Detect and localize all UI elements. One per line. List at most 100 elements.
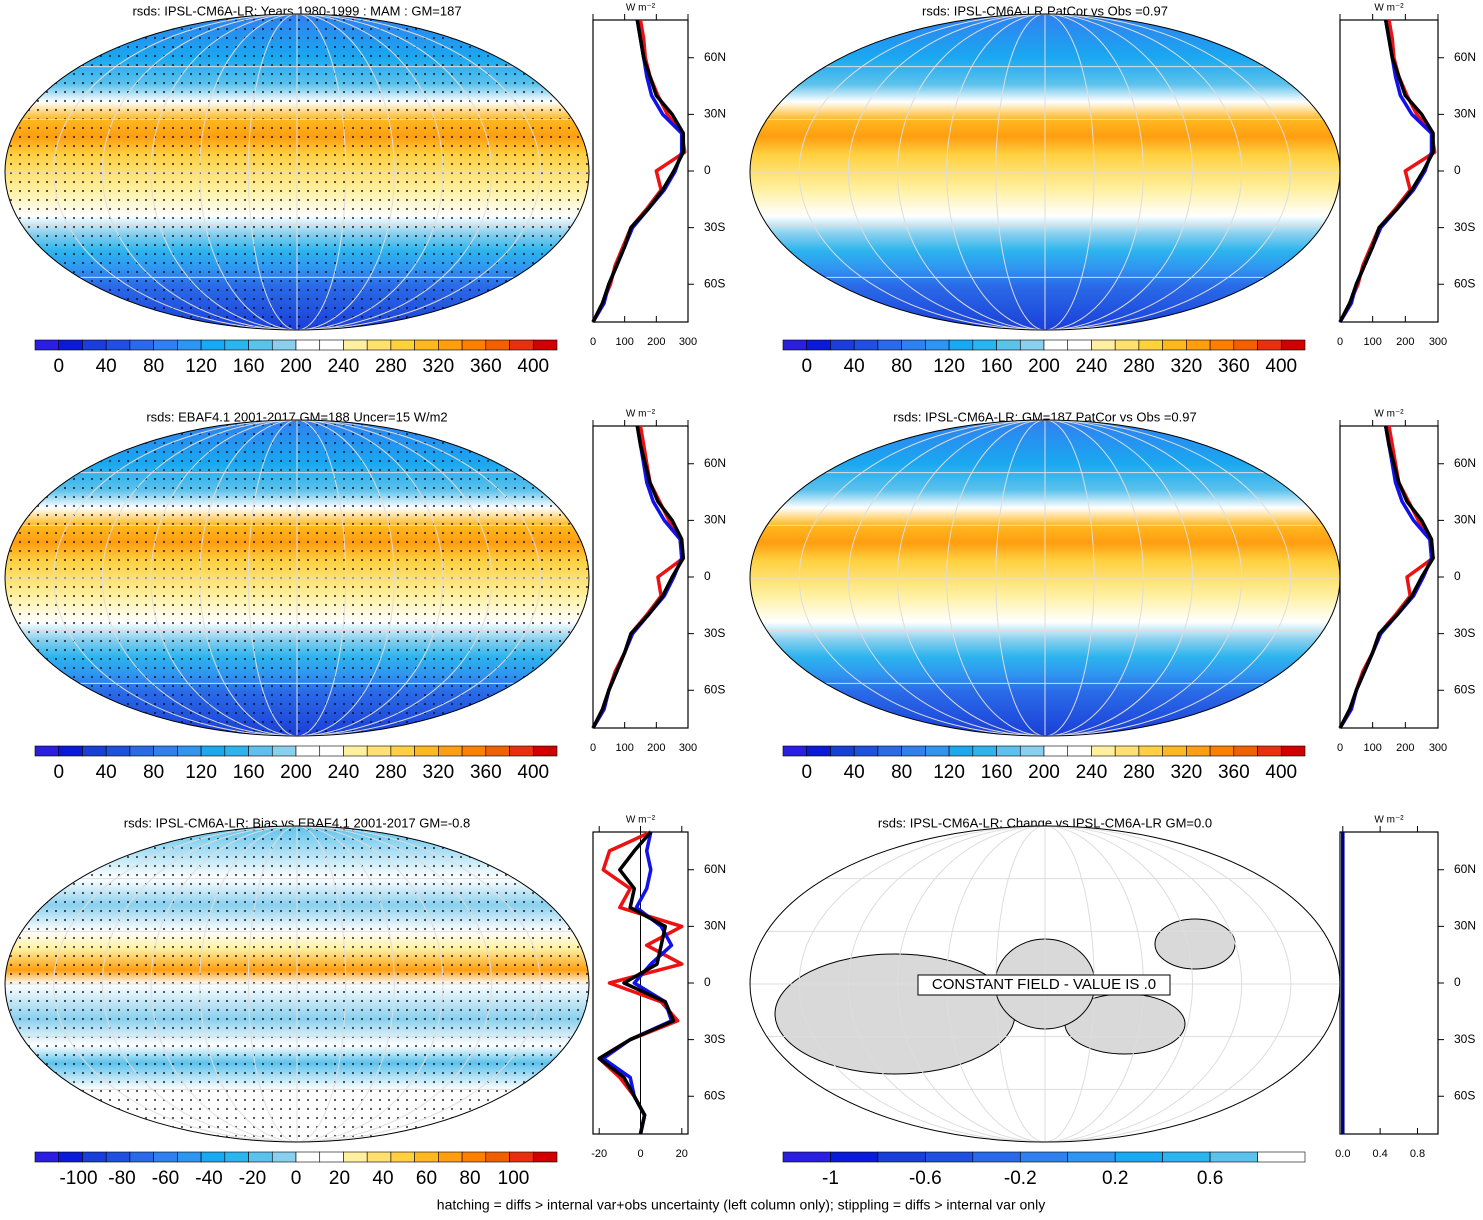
colorbar-box: [972, 745, 997, 757]
profile-line: [591, 19, 686, 323]
colorbar-box: [830, 339, 855, 351]
y-tick-label: 30S: [704, 1032, 725, 1046]
x-tick-label: 100: [1363, 336, 1381, 348]
x-tick-label: 0: [590, 336, 596, 348]
x-tick-label: 0.8: [1410, 1148, 1425, 1160]
colorbar-box: [34, 745, 60, 757]
colorbar-tick-label: 0.6: [1197, 1168, 1223, 1189]
colorbar-box: [438, 339, 463, 351]
colorbar-tick-label: 240: [1076, 762, 1108, 783]
colorbar-box: [414, 745, 439, 757]
colorbar-box: [82, 339, 107, 351]
meridian: [946, 420, 1144, 736]
colorbar-box: [224, 745, 249, 757]
colorbar-box: [532, 745, 558, 757]
map-border: [4, 419, 590, 737]
colorbar-tick-label: 160: [981, 762, 1013, 783]
y-tick-label: 60N: [1454, 456, 1476, 470]
colorbar-box: [438, 745, 463, 757]
colorbar-box: [414, 339, 439, 351]
colorbar-box: [830, 1151, 879, 1163]
colorbar-box: [248, 339, 273, 351]
colorbar-tick-label: 200: [280, 762, 312, 783]
colorbar-tick-label: 320: [1171, 356, 1203, 377]
colorbar-box: [390, 1151, 415, 1163]
y-tick-label: 60S: [704, 1088, 725, 1102]
footer-note: hatching = diffs > internal var+obs unce…: [437, 1197, 1045, 1213]
colorbar-tick-label: 400: [517, 762, 549, 783]
x-tick-label: 0: [590, 742, 596, 754]
colorbar-tick-label: 40: [844, 356, 865, 377]
colorbar-box: [82, 745, 107, 757]
colorbar-box: [366, 1151, 392, 1163]
colorbar-box: [1162, 745, 1187, 757]
x-tick-label: 100: [1363, 742, 1381, 754]
colorbar-box: [177, 1151, 202, 1163]
y-tick-label: 60S: [1454, 682, 1475, 696]
x-tick-label: 300: [679, 742, 697, 754]
colorbar-box: [58, 339, 83, 351]
colorbar-box: [343, 1151, 368, 1163]
colorbar-tick-label: 160: [233, 762, 265, 783]
colorbar-box: [877, 1151, 926, 1163]
land: [1154, 918, 1236, 970]
meridian: [946, 14, 1144, 330]
colorbar-tick-label: 120: [185, 356, 217, 377]
colorbar-box: [1186, 745, 1211, 757]
colorbar-box: [248, 1151, 273, 1163]
colorbar-tick-label: -80: [108, 1168, 135, 1189]
y-tick-label: 60N: [704, 862, 726, 876]
colorbar-tick-label: 40: [844, 762, 865, 783]
colorbar-box: [996, 745, 1021, 757]
meridian: [53, 826, 541, 1142]
colorbar-tick-label: 280: [375, 356, 407, 377]
colorbar-tick-label: 160: [981, 356, 1013, 377]
meridian: [199, 14, 395, 330]
x-tick-label: -20: [591, 1148, 607, 1160]
colorbar-box: [532, 339, 558, 351]
colorbar-box: [1114, 1151, 1163, 1163]
y-tick-label: 30N: [1454, 919, 1476, 933]
colorbar-tick-label: -20: [239, 1168, 266, 1189]
colorbar-box: [105, 339, 131, 351]
colorbar-box: [177, 339, 202, 351]
y-tick-label: 60S: [704, 682, 725, 696]
colorbar-tick-label: 360: [1218, 356, 1250, 377]
meridian: [847, 826, 1243, 1142]
colorbar-box: [948, 339, 974, 351]
colorbar-box: [948, 745, 974, 757]
y-tick-label: 0: [1454, 163, 1461, 177]
colorbar-tick-label: 200: [1028, 762, 1060, 783]
colorbar-tick-label: 60: [416, 1168, 437, 1189]
x-tick-label: 0: [637, 1148, 643, 1160]
map-border: [4, 825, 590, 1143]
profile-line: [597, 830, 684, 1135]
meridian: [101, 420, 493, 736]
meridian: [101, 826, 493, 1142]
profile-unit: W m⁻²: [1374, 815, 1404, 826]
y-tick-label: 30S: [1454, 1032, 1475, 1046]
colorbar-box: [972, 1151, 1021, 1163]
colorbar-box: [509, 1151, 534, 1163]
colorbar-tick-label: 0: [53, 356, 64, 377]
profile-line: [597, 830, 676, 1135]
profile-line: [601, 831, 674, 1135]
colorbar-box: [200, 339, 226, 351]
colorbar-tick-label: 80: [459, 1168, 480, 1189]
colorbar-box: [319, 339, 344, 351]
colorbar-box: [485, 745, 510, 757]
colorbar-box: [1114, 339, 1140, 351]
meridian: [199, 420, 395, 736]
map: [5, 826, 589, 1142]
colorbar-box: [129, 745, 154, 757]
panel-title: rsds: IPSL-CM6A-LR: GM=187 PatCor vs Obs…: [893, 409, 1196, 424]
map-border: [4, 13, 590, 331]
y-tick-label: 30S: [1454, 220, 1475, 234]
meridian: [897, 826, 1193, 1142]
meridian: [897, 14, 1193, 330]
panel-title: rsds: EBAF4.1 2001-2017 GM=188 Uncer=15 …: [146, 409, 447, 424]
colorbar-tick-label: 120: [933, 356, 965, 377]
colorbar-tick-label: 120: [185, 762, 217, 783]
meridian: [798, 420, 1292, 736]
